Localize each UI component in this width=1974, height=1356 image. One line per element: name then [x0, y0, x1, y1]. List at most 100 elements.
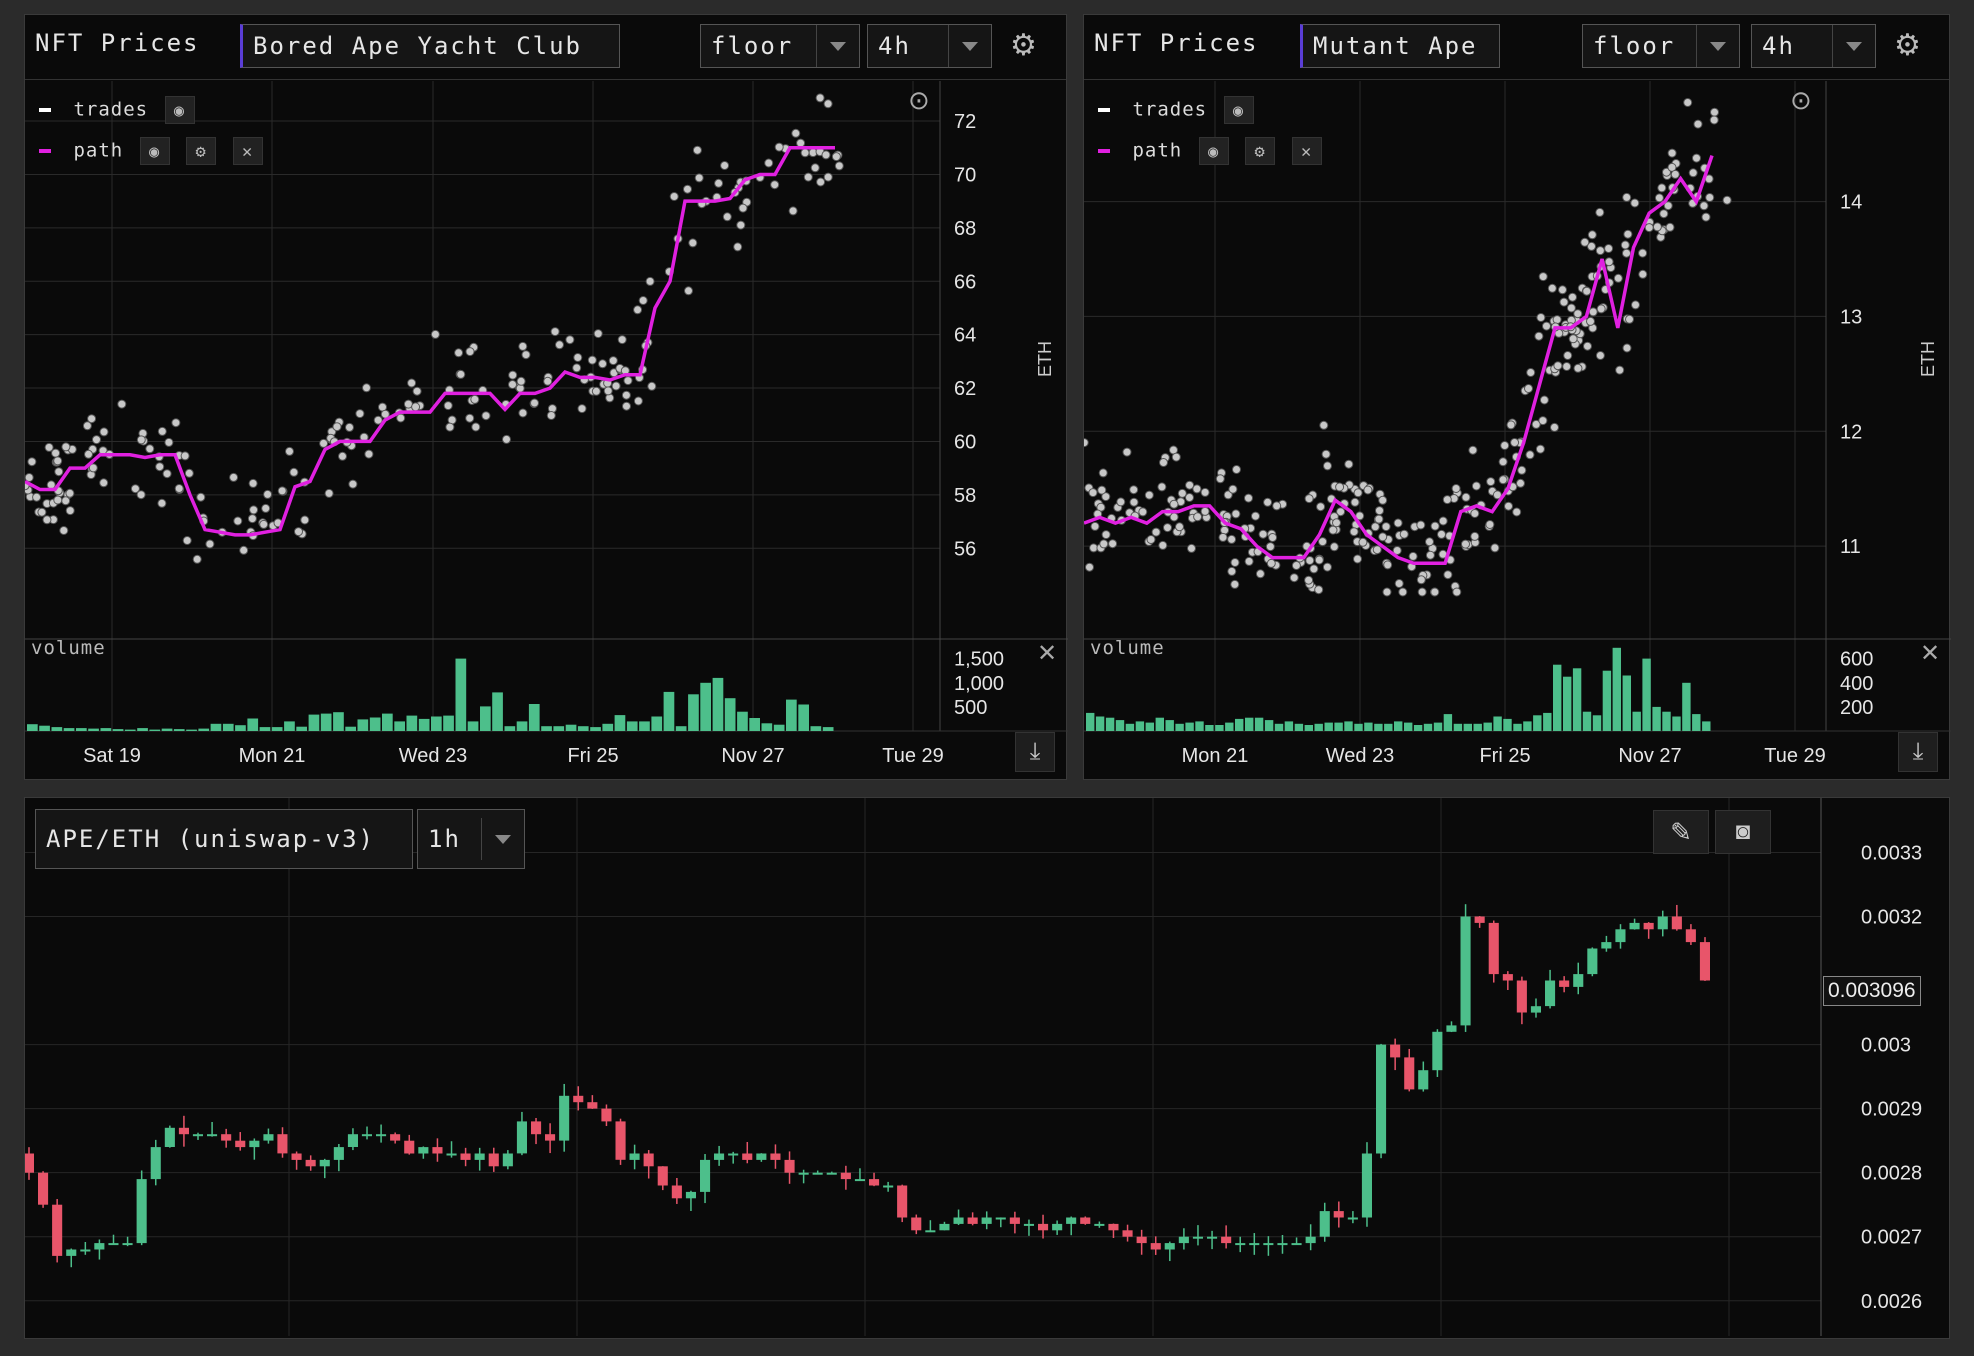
- volume-bar: [712, 677, 724, 731]
- close-icon[interactable]: ✕: [1037, 640, 1058, 667]
- volume-bar: [1334, 722, 1343, 731]
- trade-point: [591, 386, 601, 396]
- volume-bar: [1105, 717, 1115, 731]
- trade-point: [465, 413, 475, 423]
- trade-point: [1692, 153, 1701, 163]
- volume-bar: [1563, 676, 1572, 731]
- trade-point: [1573, 363, 1583, 373]
- trade-point: [1332, 518, 1341, 528]
- volume-bar: [1165, 720, 1174, 731]
- close-icon[interactable]: ✕: [1291, 137, 1322, 165]
- candle-down: [1488, 922, 1499, 975]
- volume-bar: [1543, 712, 1552, 731]
- volume-bar: [198, 728, 210, 731]
- trade-point: [61, 496, 71, 506]
- y-tick-label: 0.003: [1861, 1035, 1911, 1057]
- y-tick-label: 12: [1840, 421, 1862, 443]
- bayc-collection-selector[interactable]: Bored Ape Yacht Club: [240, 24, 620, 68]
- trade-point: [1085, 562, 1094, 572]
- eye-icon[interactable]: ◉: [164, 96, 195, 124]
- candle-down: [1136, 1236, 1147, 1244]
- volume-tick-label: 1,000: [954, 673, 1004, 695]
- trade-point: [774, 142, 784, 152]
- trade-point: [1670, 169, 1680, 179]
- volume-bar: [1374, 723, 1383, 731]
- gear-icon[interactable]: ⚙: [1245, 137, 1276, 165]
- candle-up: [728, 1153, 739, 1156]
- volume-bar: [308, 714, 320, 731]
- trade-point: [1244, 556, 1254, 566]
- trade-point: [1595, 207, 1605, 217]
- close-icon[interactable]: ✕: [1920, 640, 1941, 667]
- bayc-interval-dropdown[interactable]: 4h: [867, 24, 992, 68]
- trade-point: [1266, 558, 1276, 568]
- eye-icon[interactable]: ◉: [1223, 96, 1254, 124]
- volume-bar: [1662, 711, 1671, 731]
- mayc-chart[interactable]: Mon 21 Wed 23 Fri 25 Nov 27 Tue 29 11 12 13 14 60…: [1084, 15, 1951, 781]
- close-icon[interactable]: ✕: [232, 137, 263, 165]
- trade-point: [1187, 543, 1196, 553]
- trade-point: [1144, 490, 1154, 500]
- trade-point: [44, 442, 54, 452]
- mayc-interval-dropdown[interactable]: 4h: [1751, 24, 1876, 68]
- trade-point: [1538, 272, 1548, 282]
- volume-bar: [369, 717, 381, 731]
- trade-point: [162, 469, 172, 479]
- gear-icon[interactable]: ⚙: [186, 137, 217, 165]
- trade-point: [733, 242, 743, 252]
- candle-up: [1291, 1243, 1302, 1246]
- crosshair-icon[interactable]: ⊙: [1790, 85, 1812, 115]
- crosshair-icon[interactable]: ⊙: [908, 85, 930, 115]
- eye-icon[interactable]: ◉: [1198, 137, 1229, 165]
- mayc-metric-dropdown[interactable]: floor: [1582, 24, 1740, 68]
- candle-up: [361, 1134, 372, 1137]
- candle-up: [1164, 1243, 1175, 1250]
- gear-icon[interactable]: ⚙: [1894, 29, 1921, 62]
- trade-point: [1587, 230, 1597, 240]
- volume-bar: [773, 724, 785, 731]
- candle-up: [1235, 1243, 1246, 1246]
- download-icon[interactable]: ⤓: [1898, 732, 1938, 772]
- trade-point: [518, 408, 528, 418]
- candle-up: [333, 1147, 344, 1160]
- bayc-metric-dropdown[interactable]: floor: [700, 24, 860, 68]
- gear-icon[interactable]: ⚙: [1010, 29, 1037, 62]
- trade-point: [1595, 351, 1605, 360]
- bayc-chart[interactable]: Sat 19 Mon 21 Wed 23 Fri 25 Nov 27 Tue 29 56 58…: [25, 15, 1068, 781]
- bayc-y-unit: ETH: [1035, 341, 1055, 377]
- trade-point: [1244, 493, 1253, 503]
- eye-icon[interactable]: ◉: [139, 137, 170, 165]
- mayc-collection-selector[interactable]: Mutant Ape: [1300, 24, 1500, 68]
- ape-interval-dropdown[interactable]: 1h: [417, 809, 525, 869]
- trade-point: [1228, 484, 1238, 494]
- volume-bar: [1572, 668, 1582, 731]
- candle-up: [1066, 1217, 1077, 1224]
- trade-point: [1470, 531, 1480, 541]
- ape-eth-candle-chart[interactable]: 0.0033 0.0032 0.003 0.0029 0.0028 0.0027 0.002…: [25, 798, 1951, 1340]
- candle-up: [559, 1095, 570, 1141]
- y-tick-label: 72: [954, 111, 976, 133]
- y-tick-label: 14: [1840, 192, 1862, 214]
- camera-icon[interactable]: ◙: [1715, 810, 1771, 854]
- trade-point: [157, 426, 167, 436]
- trade-point: [99, 427, 109, 437]
- download-icon[interactable]: ⤓: [1015, 732, 1055, 772]
- trade-point: [1582, 286, 1592, 296]
- candle-up: [1305, 1236, 1316, 1244]
- trade-point: [1392, 546, 1402, 555]
- volume-bar: [1344, 721, 1353, 731]
- ape-pair-selector[interactable]: APE/ETH (uniswap-v3): [35, 809, 413, 869]
- pencil-icon[interactable]: ✎: [1653, 810, 1709, 854]
- trade-point: [229, 472, 239, 482]
- trade-point: [1709, 115, 1719, 125]
- trade-point: [1615, 365, 1625, 375]
- y-tick-label: 64: [954, 325, 976, 347]
- trade-point: [1500, 441, 1510, 450]
- volume-bar: [590, 727, 601, 731]
- trade-point: [1416, 520, 1426, 530]
- volume-bar: [284, 721, 295, 731]
- trade-point: [638, 296, 648, 305]
- legend-trades-label: trades: [1132, 98, 1208, 121]
- trade-point: [61, 442, 71, 452]
- trade-point: [1705, 193, 1715, 202]
